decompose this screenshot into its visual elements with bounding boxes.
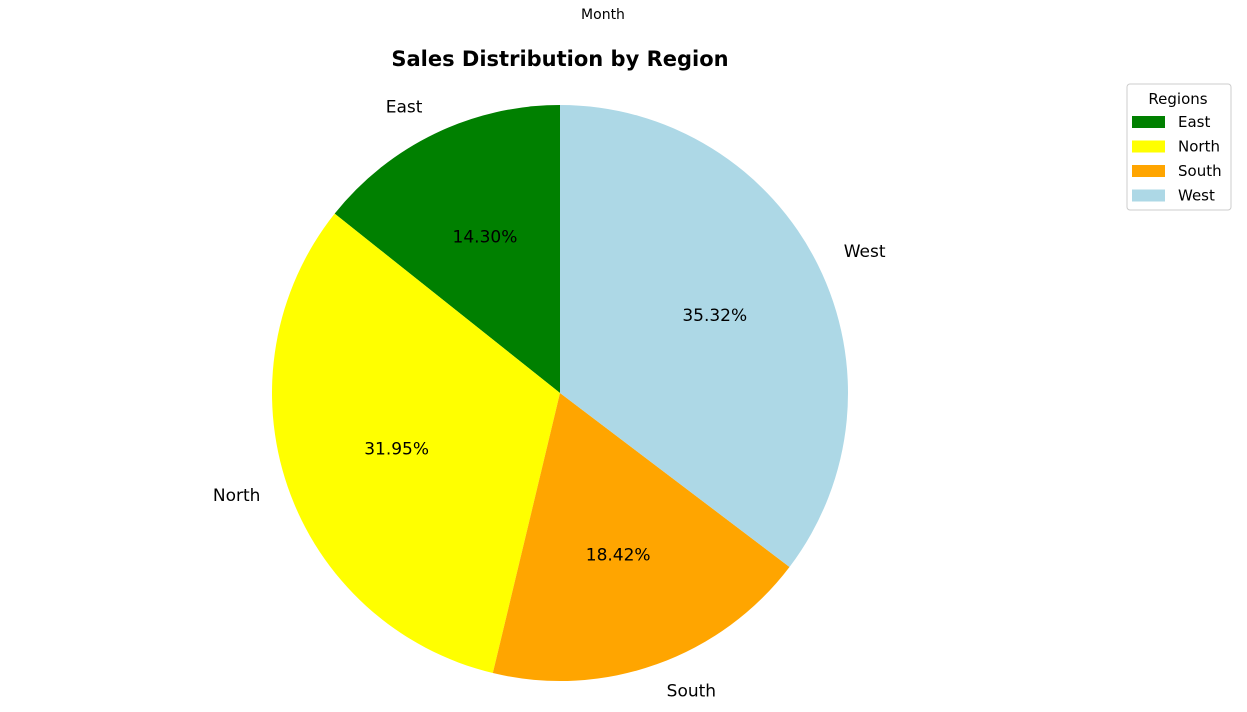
legend-label: South — [1178, 162, 1222, 180]
legend-frame — [1126, 83, 1232, 211]
pie-slices — [272, 105, 848, 681]
pie-slice-south — [492, 393, 790, 681]
legend-label: West — [1178, 187, 1215, 205]
pie-percent-label: 14.30% — [453, 227, 518, 247]
legend-swatch — [1132, 189, 1165, 202]
pie-category-label: East — [386, 98, 423, 118]
pie-slice-east — [334, 105, 560, 393]
legend: Regions East North South West — [1126, 83, 1232, 211]
pie-percent-labels: 14.30% 31.95% 18.42% 35.32% — [364, 227, 747, 565]
legend-title: Regions — [1148, 90, 1207, 108]
pie-category-labels: East North South West — [213, 98, 886, 702]
legend-label: North — [1178, 138, 1220, 156]
pie-percent-label: 35.32% — [682, 306, 747, 326]
pie-slice-west — [560, 105, 848, 567]
pie-percent-label: 18.42% — [586, 546, 651, 566]
pie-category-label: North — [213, 486, 261, 506]
legend-swatch — [1132, 165, 1165, 177]
legend-swatch — [1132, 116, 1165, 128]
pie-percent-label: 31.95% — [364, 439, 429, 459]
legend-swatch — [1132, 140, 1165, 153]
chart-title: Sales Distribution by Region — [391, 47, 728, 71]
pie-category-label: West — [844, 242, 886, 262]
pie-category-label: South — [667, 681, 716, 701]
legend-label: East — [1178, 113, 1210, 131]
chart-top-label: Month — [581, 7, 625, 23]
legend-items: East North South West — [1132, 113, 1222, 205]
pie-slice-north — [272, 213, 560, 674]
